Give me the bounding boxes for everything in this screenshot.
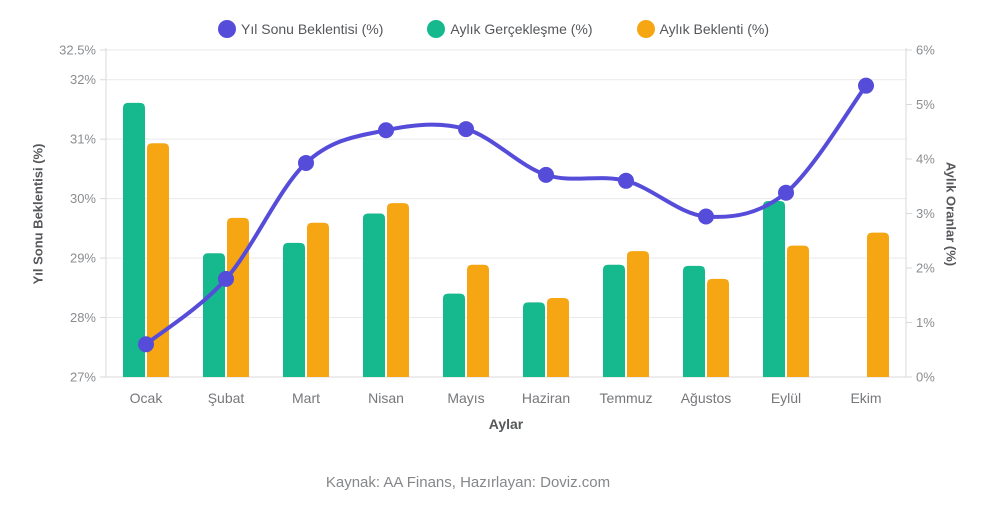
legend-dot-icon: [636, 20, 655, 38]
right-axis-tick-label: 1%: [916, 315, 935, 330]
x-axis-category-label: Ağustos: [681, 390, 732, 406]
bar-aylik-gerceklesme-temmuz[interactable]: [603, 264, 625, 377]
x-axis-category-label: Şubat: [208, 390, 245, 406]
right-axis-title: Aylık Oranlar (%): [943, 161, 959, 267]
x-axis-category-label: Mart: [292, 390, 320, 406]
line-point-mayıs[interactable]: [458, 121, 474, 138]
chart-canvas: 32.5% 32% 31% 30% 29% 28% 27% 6% 5% 4% 3% 2% 1% 0% Oca…: [59, 43, 935, 407]
x-axis-category-label: Ekim: [850, 390, 881, 406]
line-point-ekim[interactable]: [858, 77, 874, 94]
legend-item-aylik-gerceklesme[interactable]: Aylık Gerçekleşme (%): [427, 20, 593, 38]
legend-item-aylik-beklenti[interactable]: Aylık Beklenti (%): [636, 20, 769, 38]
trend-line: [144, 83, 868, 347]
bar-aylik-beklenti-şubat[interactable]: [227, 217, 249, 377]
bar-aylik-gerceklesme-mayıs[interactable]: [443, 293, 465, 377]
legend-dot-icon: [427, 20, 446, 38]
right-axis-tick-label: 6%: [916, 43, 935, 58]
legend-dot-icon: [218, 20, 237, 38]
bar-aylik-beklenti-mart[interactable]: [307, 222, 329, 377]
x-axis-category-label: Temmuz: [600, 390, 653, 406]
bar-aylik-gerceklesme-şubat[interactable]: [203, 253, 225, 377]
left-axis-title: Yıl Sonu Beklentisi (%): [30, 143, 46, 285]
left-axis-tick-label: 28%: [70, 310, 96, 325]
legend-label: Aylık Gerçekleşme (%): [450, 21, 593, 37]
left-axis-tick-label: 32.5%: [59, 43, 96, 58]
left-axis-tick-label: 32%: [70, 72, 96, 87]
legend-label: Yıl Sonu Beklentisi (%): [241, 21, 384, 37]
right-axis-tick-label: 0%: [916, 370, 935, 385]
bar-aylik-beklenti-eylül[interactable]: [787, 245, 809, 377]
x-axis-category-label: Nisan: [368, 390, 404, 406]
legend-item-yil-sonu-beklentisi[interactable]: Yıl Sonu Beklentisi (%): [218, 20, 383, 38]
bar-aylik-gerceklesme-haziran[interactable]: [523, 302, 545, 377]
bar-aylik-beklenti-ağustos[interactable]: [707, 278, 729, 377]
left-axis-tick-label: 31%: [70, 132, 96, 147]
x-axis-category-label: Mayıs: [447, 390, 484, 406]
right-axis-tick-label: 5%: [916, 97, 935, 112]
bar-aylik-beklenti-haziran[interactable]: [547, 297, 569, 377]
x-axis-title: Aylar: [488, 416, 524, 432]
bar-aylik-beklenti-mayıs[interactable]: [467, 264, 489, 377]
bar-aylik-gerceklesme-ağustos[interactable]: [683, 265, 705, 377]
legend: Yıl Sonu Beklentisi (%) Aylık Gerçekleşm…: [0, 20, 987, 38]
x-axis-category-label: Ocak: [130, 390, 164, 406]
right-axis-tick-label: 4%: [916, 152, 935, 167]
line-point-mart[interactable]: [298, 154, 314, 171]
bar-aylik-gerceklesme-eylül[interactable]: [763, 200, 785, 377]
line-point-haziran[interactable]: [538, 166, 554, 183]
right-axis-tick-label: 2%: [916, 261, 935, 276]
line-point-ocak[interactable]: [138, 336, 154, 353]
left-axis-tick-label: 27%: [70, 370, 96, 385]
line-point-ağustos[interactable]: [698, 208, 714, 225]
legend-label: Aylık Beklenti (%): [659, 21, 769, 37]
left-axis-tick-label: 30%: [70, 191, 96, 206]
x-axis-category-label: Haziran: [522, 390, 570, 406]
bar-aylik-gerceklesme-ocak[interactable]: [123, 102, 145, 378]
right-axis-tick-label: 3%: [916, 206, 935, 221]
bar-aylik-beklenti-nisan[interactable]: [387, 203, 409, 377]
x-axis-category-label: Eylül: [771, 390, 801, 406]
bar-aylik-beklenti-ekim[interactable]: [867, 232, 889, 377]
bar-aylik-beklenti-ocak[interactable]: [147, 143, 169, 377]
line-point-nisan[interactable]: [378, 122, 394, 139]
bar-aylik-gerceklesme-nisan[interactable]: [363, 213, 385, 378]
bar-aylik-gerceklesme-mart[interactable]: [283, 242, 305, 377]
line-point-eylül[interactable]: [778, 184, 794, 201]
line-point-şubat[interactable]: [218, 270, 234, 287]
left-axis-tick-label: 29%: [70, 251, 96, 266]
line-point-temmuz[interactable]: [618, 172, 634, 189]
source-caption: Kaynak: AA Finans, Hazırlayan: Doviz.com: [325, 474, 611, 491]
bar-aylik-beklenti-temmuz[interactable]: [627, 251, 649, 377]
